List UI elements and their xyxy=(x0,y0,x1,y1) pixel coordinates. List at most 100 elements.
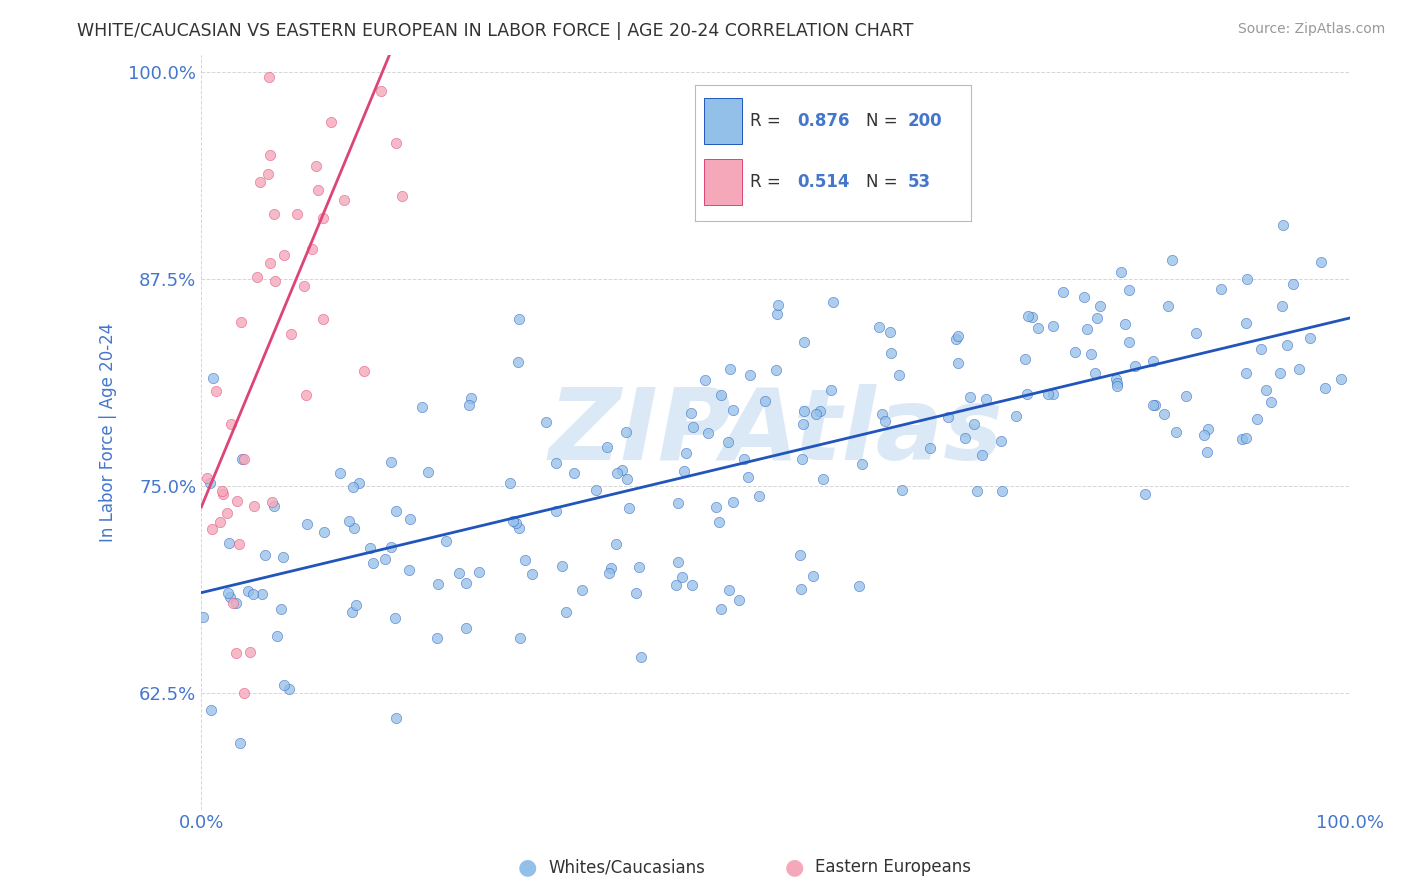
Point xyxy=(889,368,911,382)
Point xyxy=(848,579,870,593)
Point xyxy=(936,409,959,424)
Point xyxy=(1164,425,1187,440)
Point xyxy=(1185,326,1208,341)
Point xyxy=(974,392,997,406)
Point xyxy=(1142,354,1164,368)
Point xyxy=(1234,316,1257,330)
Point xyxy=(246,269,269,284)
Point xyxy=(804,407,827,421)
Point xyxy=(605,536,627,550)
Point xyxy=(361,556,384,570)
Point xyxy=(673,464,696,478)
Point xyxy=(209,515,232,529)
Point xyxy=(218,535,240,549)
Point xyxy=(236,583,259,598)
Point xyxy=(600,560,623,574)
Point xyxy=(344,598,367,612)
Point xyxy=(1174,389,1197,403)
Point xyxy=(793,403,815,417)
Point xyxy=(1105,379,1128,393)
Point xyxy=(765,363,787,377)
Point xyxy=(710,602,733,616)
Point xyxy=(252,586,274,600)
Point xyxy=(717,583,740,598)
Point xyxy=(202,370,225,384)
Point xyxy=(720,362,742,376)
Point xyxy=(1042,387,1064,401)
Point xyxy=(280,326,302,341)
Point xyxy=(1036,386,1059,401)
Point xyxy=(347,475,370,490)
Point xyxy=(666,555,689,569)
Text: WHITE/CAUCASIAN VS EASTERN EUROPEAN IN LABOR FORCE | AGE 20-24 CORRELATION CHART: WHITE/CAUCASIAN VS EASTERN EUROPEAN IN L… xyxy=(77,22,914,40)
Point xyxy=(314,525,336,540)
Point xyxy=(585,483,607,497)
Point xyxy=(1330,372,1353,386)
Point xyxy=(1076,322,1098,336)
Point xyxy=(1161,253,1184,268)
Point xyxy=(598,566,620,581)
Point xyxy=(385,711,408,725)
Point xyxy=(333,194,356,208)
Point xyxy=(263,274,285,288)
Point xyxy=(257,167,280,181)
Point xyxy=(201,522,224,536)
Text: ●: ● xyxy=(785,857,804,877)
Point xyxy=(1084,366,1107,380)
Point xyxy=(321,114,343,128)
Point xyxy=(808,404,831,418)
Point xyxy=(890,483,912,497)
Point xyxy=(198,476,221,491)
Point xyxy=(191,610,214,624)
Point xyxy=(544,504,567,518)
Point xyxy=(953,431,976,445)
Point xyxy=(305,160,328,174)
Point xyxy=(231,315,253,329)
Point xyxy=(693,373,716,387)
Point xyxy=(879,325,901,339)
Point xyxy=(263,206,285,220)
Point xyxy=(436,533,458,548)
Point xyxy=(1272,218,1295,232)
Point xyxy=(821,294,844,309)
Point xyxy=(457,398,479,412)
Point xyxy=(454,576,477,591)
Point xyxy=(270,602,292,616)
Point xyxy=(222,597,245,611)
Point xyxy=(384,610,406,624)
Point xyxy=(311,211,333,226)
Point xyxy=(337,514,360,528)
Point xyxy=(665,578,688,592)
Point xyxy=(294,388,316,402)
Point xyxy=(948,356,970,370)
Point xyxy=(813,472,835,486)
Point xyxy=(418,465,440,479)
Point xyxy=(447,566,470,581)
Point xyxy=(232,452,254,467)
Y-axis label: In Labor Force | Age 20-24: In Labor Force | Age 20-24 xyxy=(100,323,117,542)
Point xyxy=(342,480,364,494)
Text: Source: ZipAtlas.com: Source: ZipAtlas.com xyxy=(1237,22,1385,37)
Point xyxy=(1088,299,1111,313)
Point xyxy=(340,605,363,619)
Point xyxy=(508,312,530,326)
Point xyxy=(1281,277,1303,292)
Point xyxy=(790,452,813,467)
Point xyxy=(682,419,704,434)
Point xyxy=(285,207,308,221)
Point xyxy=(562,466,585,480)
Point xyxy=(990,483,1012,498)
Point xyxy=(1118,334,1140,349)
Point xyxy=(617,501,640,516)
Point xyxy=(211,484,233,499)
Point xyxy=(870,407,893,421)
Point xyxy=(1052,285,1074,299)
Point xyxy=(219,590,242,604)
Point xyxy=(792,417,814,431)
Point xyxy=(766,307,789,321)
Point xyxy=(249,175,271,189)
Point xyxy=(391,188,413,202)
Text: ●: ● xyxy=(517,857,537,877)
Point xyxy=(374,552,396,566)
Point xyxy=(681,406,703,420)
